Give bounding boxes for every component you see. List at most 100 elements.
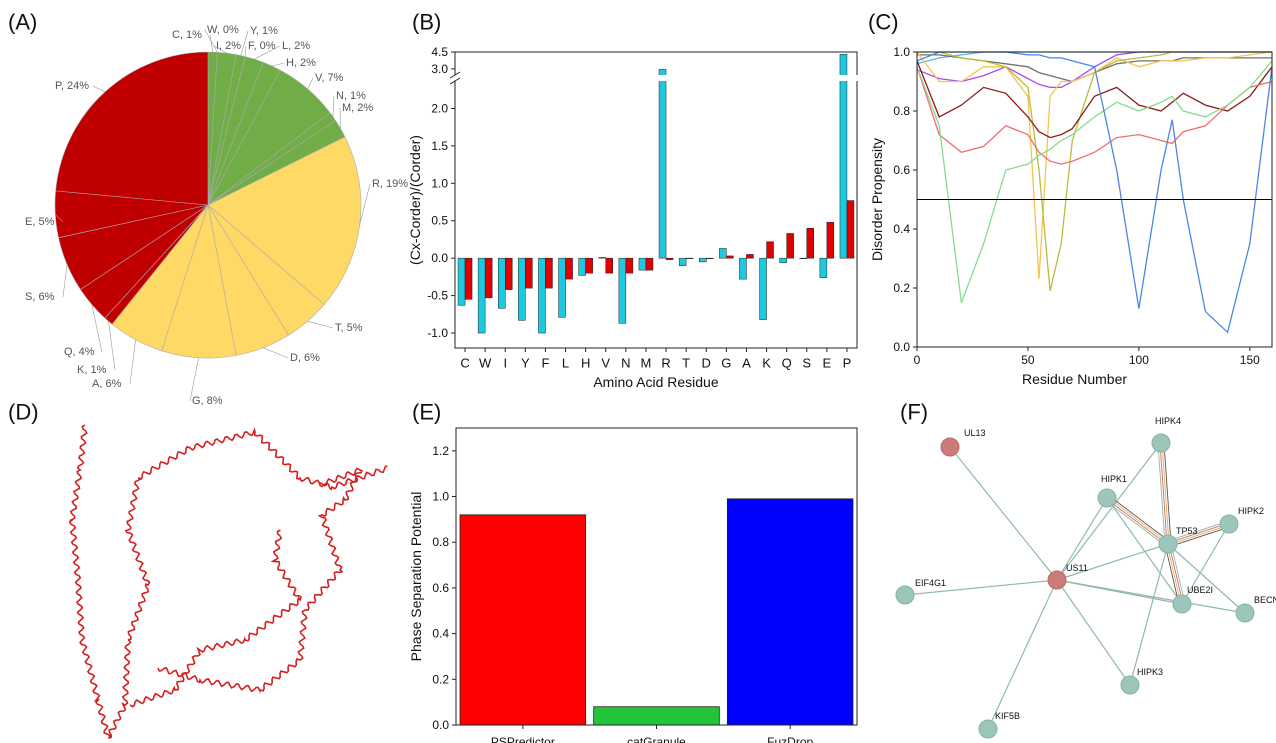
y-tick-label: -1.0 [427,326,448,340]
series-line [916,51,1273,280]
node-label: US11 [1066,563,1088,573]
axis-break [449,75,863,81]
bar [719,248,727,259]
network-edge [1168,543,1184,604]
y-tick-label: 0.2 [432,672,449,686]
network-node [1097,488,1117,508]
bar [665,257,674,260]
slice-label: D, 6% [290,352,320,364]
network-edge [1056,497,1108,581]
network-edge [1168,524,1230,546]
y-tick-label: 1.5 [431,139,448,153]
x-tick-label: 150 [1240,353,1260,367]
y-tick-label: 1.0 [432,490,449,504]
y-tick-label: -0.5 [427,289,448,303]
network-edge [1168,526,1231,548]
bar [779,257,787,263]
bar [759,257,767,320]
x-tick-label: 100 [1129,353,1149,367]
slice-label: Y, 1% [250,25,278,37]
slice-label: L, 2% [282,40,310,52]
x-tick-label: R [661,356,670,371]
x-tick-label: K [762,356,771,371]
network-edge [1157,443,1166,545]
network-edge [1166,544,1182,605]
x-tick-label: catGranule [627,735,686,743]
slice-label: H, 2% [286,57,316,69]
slice-label: S, 6% [25,291,55,303]
slice-label: M, 2% [342,102,373,114]
slice-label: G, 8% [192,395,223,407]
x-tick-label: PSPredictor [491,735,555,743]
bar [685,257,694,259]
leader-line [209,34,214,53]
bar [578,257,586,276]
network-node [1047,570,1067,590]
network-node [1151,433,1171,453]
leader-line [245,45,247,57]
y-tick-label: 0.6 [893,163,910,177]
node-label: BECN [1254,595,1276,605]
leader-line [129,339,136,385]
network-edge [1056,442,1162,581]
leader-line [55,214,64,223]
y-tick-label: 0.0 [431,251,448,265]
node-label: HIPK4 [1155,416,1181,426]
network-edge [1170,543,1186,604]
network-node [978,719,998,739]
y-tick-label: 0.8 [432,535,449,549]
y-tick-label: 0.6 [432,581,449,595]
bar [598,257,606,259]
slice-label: T, 5% [335,322,363,334]
y-tick-label: 0.4 [893,222,910,236]
y-tick-label: 0.4 [432,627,449,641]
leader-line [213,45,227,54]
break-mark [449,71,461,79]
bar [585,257,593,274]
leader-line [189,357,199,402]
x-tick-label: 0 [914,353,921,367]
leader-line [359,183,371,224]
bar [593,706,720,726]
network-node [1219,514,1239,534]
y-axis-label: (Cx-Corder)/(Corder) [407,135,423,265]
plot-frame [455,427,858,726]
protein-structure [68,424,388,739]
protein-chain [68,424,111,738]
bar [786,233,794,259]
x-tick-label: G [721,356,731,371]
y-tick-label: 4.5 [431,45,448,59]
network-edge [987,579,1058,730]
network-node [1120,675,1140,695]
bar [484,257,493,299]
x-tick-label: W [479,356,492,371]
leader-line [62,264,68,298]
node-label: EIF4G1 [915,578,946,588]
network-edge [1159,443,1168,545]
slice-label: C, 1% [172,29,202,41]
y-tick-label: 0.5 [431,214,448,228]
leader-line [307,77,314,89]
protein-chain [129,529,302,708]
x-tick-label: V [601,356,610,371]
bar [699,257,707,263]
panel-label: (A) [8,10,37,35]
leader-line [332,95,335,117]
bar [819,257,828,278]
leader-line [307,320,334,329]
protein-chain [107,427,388,739]
bar [766,241,774,259]
x-tick-label: I [503,356,507,371]
x-tick-label: L [562,356,569,371]
x-tick-label: Y [521,356,530,371]
network-node [940,437,960,457]
bar [477,257,486,334]
network-edge [1164,544,1180,605]
x-axis-label: Amino Acid Residue [593,374,719,390]
network-node [895,585,915,605]
x-tick-label: D [702,356,711,371]
bar [726,255,734,259]
bar [658,69,667,259]
panel-label: (C) [868,10,899,35]
